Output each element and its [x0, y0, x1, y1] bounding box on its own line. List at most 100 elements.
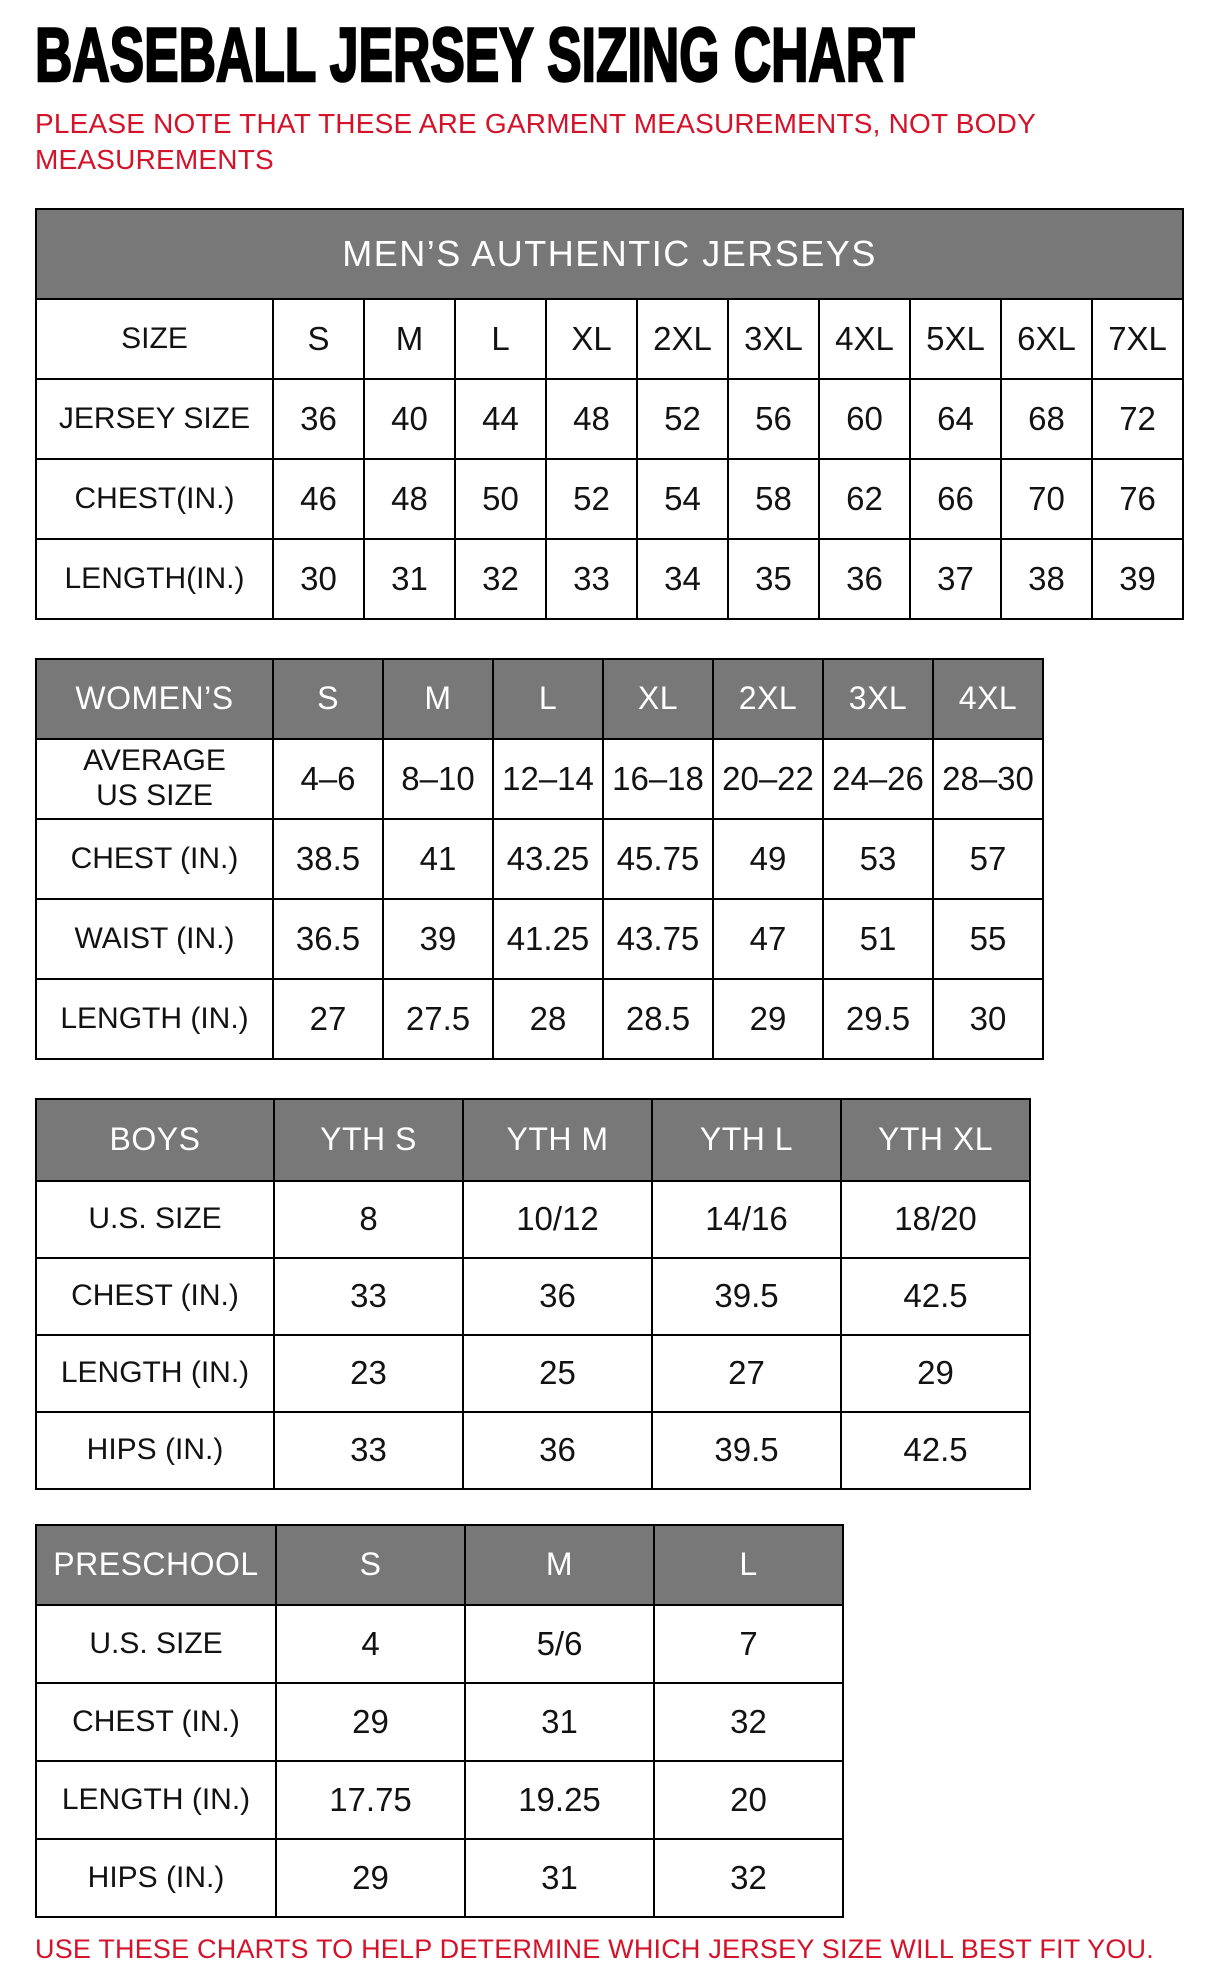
preschool-value-cell: 4 [275, 1603, 466, 1684]
boys-value-cell: 36 [462, 1256, 653, 1336]
womens-value-cell: 39 [382, 897, 494, 980]
womens-value-cell: 4–6 [272, 737, 384, 820]
womens-column-header: M [382, 657, 494, 740]
note-line-2: MEASUREMENTS [35, 144, 274, 176]
boys-column-header: YTH S [273, 1097, 464, 1182]
boys-value-cell: 25 [462, 1333, 653, 1413]
boys-value-cell: 18/20 [840, 1179, 1031, 1259]
mens-value-cell: 31 [363, 537, 456, 620]
womens-value-cell: 57 [932, 817, 1044, 900]
womens-column-header: 2XL [712, 657, 824, 740]
preschool-column-header: L [653, 1523, 844, 1606]
womens-value-cell: 28 [492, 977, 604, 1060]
womens-column-header: L [492, 657, 604, 740]
womens-value-cell: 51 [822, 897, 934, 980]
mens-value-cell: 48 [363, 457, 456, 540]
womens-value-cell: 36.5 [272, 897, 384, 980]
mens-value-cell: 76 [1090, 457, 1185, 540]
mens-value-cell: 32 [454, 537, 547, 620]
boys-value-cell: 36 [462, 1410, 653, 1490]
preschool-value-cell: 32 [653, 1681, 844, 1762]
mens-value-cell: 54 [636, 457, 729, 540]
womens-column-header: 3XL [822, 657, 934, 740]
womens-value-cell: 47 [712, 897, 824, 980]
mens-value-cell: 33 [545, 537, 638, 620]
mens-value-cell: XL [545, 297, 638, 380]
mens-value-cell: 70 [1000, 457, 1093, 540]
preschool-value-cell: 20 [653, 1759, 844, 1840]
boys-value-cell: 8 [273, 1179, 464, 1259]
preschool-row-label: HIPS (IN.) [35, 1837, 277, 1918]
boys-value-cell: 39.5 [651, 1256, 842, 1336]
preschool-row-label: LENGTH (IN.) [35, 1759, 277, 1840]
preschool-column-header: S [275, 1523, 466, 1606]
womens-value-cell: 24–26 [822, 737, 934, 820]
mens-table-caption: MEN’S AUTHENTIC JERSEYS [34, 207, 1185, 300]
mens-row-label: LENGTH(IN.) [35, 537, 274, 620]
mens-value-cell: 3XL [727, 297, 820, 380]
preschool-value-cell: 31 [464, 1837, 655, 1918]
boys-value-cell: 33 [273, 1410, 464, 1490]
mens-row-label: SIZE [35, 297, 274, 380]
womens-value-cell: 53 [822, 817, 934, 900]
womens-value-cell: 43.25 [492, 817, 604, 900]
boys-value-cell: 42.5 [840, 1256, 1031, 1336]
boys-value-cell: 23 [273, 1333, 464, 1413]
womens-row-label: CHEST (IN.) [35, 817, 274, 900]
boys-column-header: YTH M [462, 1097, 653, 1182]
boys-corner-header: BOYS [35, 1097, 275, 1182]
mens-value-cell: S [272, 297, 365, 380]
womens-row-label: LENGTH (IN.) [35, 977, 274, 1060]
footer-note: USE THESE CHARTS TO HELP DETERMINE WHICH… [35, 1933, 1154, 1964]
mens-value-cell: 52 [636, 377, 729, 460]
preschool-value-cell: 29 [275, 1681, 466, 1762]
boys-value-cell: 39.5 [651, 1410, 842, 1490]
preschool-value-cell: 5/6 [464, 1603, 655, 1684]
page-title: BASEBALL JERSEY SIZING CHART [34, 13, 1185, 98]
boys-column-header: YTH XL [840, 1097, 1031, 1182]
mens-value-cell: 66 [909, 457, 1002, 540]
womens-value-cell: 38.5 [272, 817, 384, 900]
mens-value-cell: 48 [545, 377, 638, 460]
boys-row-label: HIPS (IN.) [35, 1410, 275, 1490]
mens-authentic-jerseys-table: MEN’S AUTHENTIC JERSEYS SIZE S M L XL 2XL 3XL 4X… [34, 207, 1185, 620]
mens-value-cell: 37 [909, 537, 1002, 620]
preschool-value-cell: 32 [653, 1837, 844, 1918]
womens-value-cell: 27 [272, 977, 384, 1060]
mens-value-cell: 39 [1090, 537, 1185, 620]
womens-sizing-table: WOMEN’S S M L XL 2XL 3XL 4XL AVERAGE US SIZE 4–6 8… [35, 657, 1044, 1060]
mens-value-cell: 38 [1000, 537, 1093, 620]
mens-value-cell: 62 [818, 457, 911, 540]
mens-value-cell: 46 [272, 457, 365, 540]
womens-row-label: WAIST (IN.) [35, 897, 274, 980]
womens-value-cell: 41.25 [492, 897, 604, 980]
preschool-value-cell: 7 [653, 1603, 844, 1684]
womens-value-cell: 41 [382, 817, 494, 900]
womens-value-cell: 27.5 [382, 977, 494, 1060]
womens-value-cell: 28–30 [932, 737, 1044, 820]
boys-value-cell: 29 [840, 1333, 1031, 1413]
boys-row-label: U.S. SIZE [35, 1179, 275, 1259]
womens-value-cell: 20–22 [712, 737, 824, 820]
mens-value-cell: 36 [818, 537, 911, 620]
mens-value-cell: 50 [454, 457, 547, 540]
mens-value-cell: 44 [454, 377, 547, 460]
preschool-value-cell: 29 [275, 1837, 466, 1918]
womens-value-cell: 8–10 [382, 737, 494, 820]
mens-value-cell: 30 [272, 537, 365, 620]
preschool-column-header: M [464, 1523, 655, 1606]
mens-value-cell: 56 [727, 377, 820, 460]
preschool-value-cell: 17.75 [275, 1759, 466, 1840]
womens-value-cell: 45.75 [602, 817, 714, 900]
mens-value-cell: 72 [1090, 377, 1185, 460]
mens-value-cell: 40 [363, 377, 456, 460]
mens-value-cell: 2XL [636, 297, 729, 380]
preschool-corner-header: PRESCHOOL [35, 1523, 277, 1606]
mens-value-cell: 64 [909, 377, 1002, 460]
womens-value-cell: 29 [712, 977, 824, 1060]
mens-value-cell: 6XL [1000, 297, 1093, 380]
womens-value-cell: 12–14 [492, 737, 604, 820]
page-title-text: BASEBALL JERSEY SIZING CHART [34, 13, 915, 98]
garment-measurement-note: PLEASE NOTE THAT THESE ARE GARMENT MEASU… [35, 106, 1185, 178]
mens-value-cell: 36 [272, 377, 365, 460]
